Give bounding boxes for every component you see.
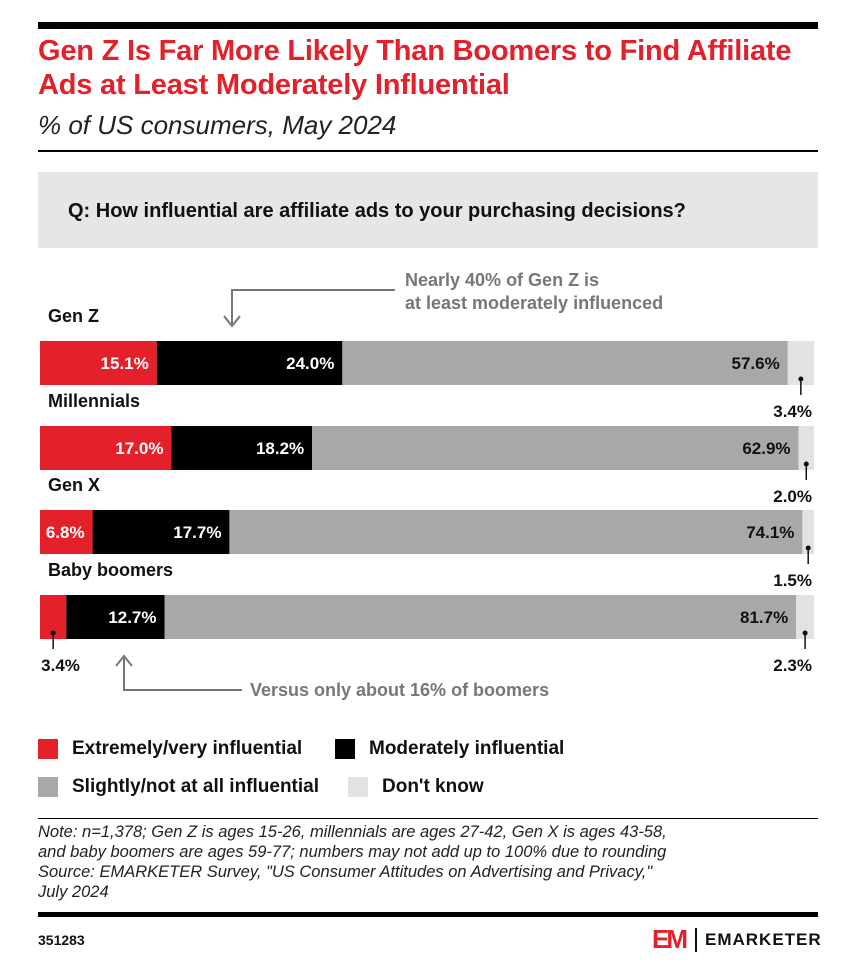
annotation-arrow	[231, 289, 395, 324]
data-label: 74.1%	[746, 523, 794, 542]
data-label: 24.0%	[286, 354, 334, 373]
bar-segment	[798, 426, 814, 470]
bottom-rule	[38, 912, 818, 917]
data-label: 18.2%	[256, 439, 304, 458]
bar-segment	[342, 341, 788, 385]
data-label: 15.1%	[101, 354, 149, 373]
bar-segment	[802, 510, 814, 554]
legend-label: Don't know	[382, 776, 484, 797]
bar-segment	[40, 426, 172, 470]
legend-swatch	[38, 739, 58, 759]
legend-label: Extremely/very influential	[72, 738, 303, 759]
top-rule	[38, 22, 818, 29]
data-label: 1.5%	[773, 571, 812, 590]
legend-swatch	[335, 739, 355, 759]
chart-subtitle: % of US consumers, May 2024	[38, 110, 397, 140]
note-line: and baby boomers are ages 59-77; numbers…	[38, 843, 667, 861]
annotation-text: Nearly 40% of Gen Z is	[405, 270, 599, 290]
data-label: 2.3%	[773, 656, 812, 675]
data-label: 12.7%	[108, 608, 156, 627]
data-label: 6.8%	[46, 523, 85, 542]
stacked-bar-chart: Gen Z 15.1% 24.0% 57.6% 3.4% Millennials 17.0%…	[40, 270, 814, 700]
legend-item-slightly-not-at-all: Slightly/not at all influential	[38, 776, 319, 798]
legend-swatch	[38, 777, 58, 797]
leader-dot	[805, 545, 811, 551]
bar-segment	[156, 341, 343, 385]
category-label: Gen X	[48, 475, 100, 495]
legend-item-dont-know: Don't know	[348, 776, 484, 798]
bar-segment	[40, 510, 93, 554]
footnote: Note: n=1,378; Gen Z is ages 15-26, mill…	[38, 822, 818, 902]
leader-dot	[50, 630, 56, 636]
category-label: Gen Z	[48, 306, 99, 326]
logo-mark: EM	[652, 924, 688, 954]
category-label: Millennials	[48, 391, 140, 411]
annotation-arrowhead	[115, 654, 133, 667]
legend-swatch	[348, 777, 368, 797]
bar-segment	[66, 595, 165, 639]
data-label: 17.7%	[173, 523, 221, 542]
bar-segment	[229, 510, 803, 554]
chart-title: Gen Z Is Far More Likely Than Boomers to…	[38, 35, 792, 101]
leader-dot	[803, 461, 809, 467]
subtitle-rule	[38, 150, 818, 152]
legend-item-extremely-very: Extremely/very influential	[38, 738, 302, 760]
note-line: Source: EMARKETER Survey, "US Consumer A…	[38, 863, 653, 881]
chart-id: 351283	[38, 932, 85, 948]
annotation-text: at least moderately influenced	[405, 293, 663, 313]
note-line: Note: n=1,378; Gen Z is ages 15-26, mill…	[38, 823, 667, 841]
bar-segment	[171, 426, 313, 470]
annotation-text: Versus only about 16% of boomers	[250, 680, 549, 700]
bar-segment	[164, 595, 797, 639]
data-label: 17.0%	[115, 439, 163, 458]
leader-dot	[798, 376, 804, 382]
note-rule	[38, 818, 818, 819]
data-label: 81.7%	[740, 608, 788, 627]
legend-item-moderately: Moderately influential	[335, 738, 564, 760]
bar-segment	[40, 341, 157, 385]
annotation-arrowhead	[223, 315, 241, 328]
emarketer-logo: EM EMARKETER	[652, 924, 822, 955]
data-label: 2.0%	[773, 487, 812, 506]
data-label: 3.4%	[773, 402, 812, 421]
logo-text: EMARKETER	[705, 929, 822, 949]
data-label: 62.9%	[742, 439, 790, 458]
data-label: 57.6%	[732, 354, 780, 373]
survey-question: Q: How influential are affiliate ads to …	[68, 200, 686, 222]
bar-segment	[92, 510, 230, 554]
leader-dot	[802, 630, 808, 636]
data-label: 3.4%	[41, 656, 80, 675]
question-box	[38, 172, 818, 248]
logo-separator	[695, 927, 697, 952]
legend-label: Moderately influential	[369, 738, 565, 759]
annotation-arrow	[123, 658, 242, 691]
legend-label: Slightly/not at all influential	[72, 776, 320, 797]
bar-segment	[312, 426, 799, 470]
category-label: Baby boomers	[48, 560, 173, 580]
bar-segment	[796, 595, 814, 639]
note-line: July 2024	[38, 883, 109, 901]
